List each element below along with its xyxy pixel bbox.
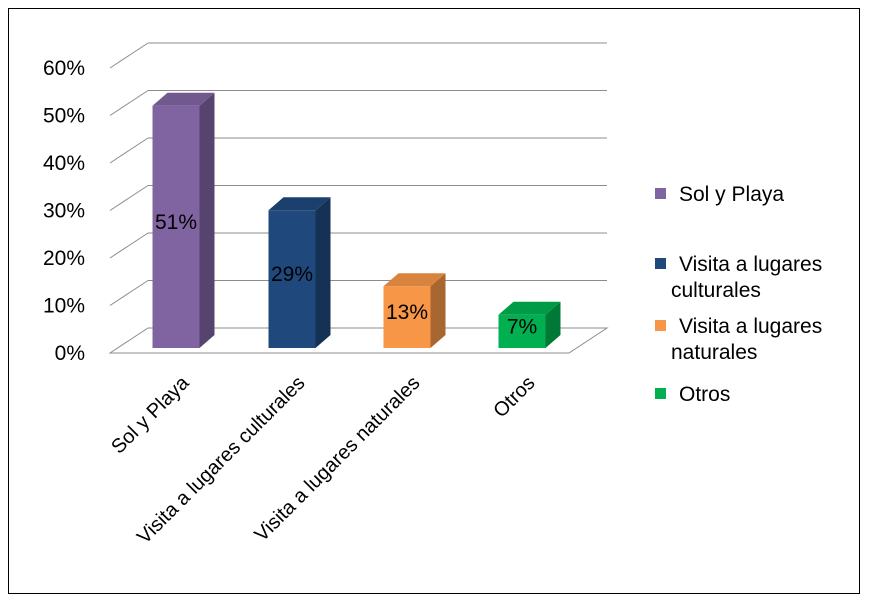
y-tick-label: 10% — [43, 295, 85, 318]
legend-swatch — [655, 188, 666, 199]
legend: Sol y Playa Visita a lugares culturales Vis… — [655, 183, 822, 406]
bar-top — [268, 197, 331, 211]
data-label: 51% — [155, 211, 197, 234]
bar-side — [430, 273, 446, 348]
bar-front — [383, 286, 431, 348]
data-labels: 51% 29% 13% 7% — [155, 211, 537, 339]
bar-front — [498, 314, 546, 348]
gridline-diagonal — [109, 90, 149, 116]
legend-swatch — [655, 258, 666, 269]
gridline-diagonal — [109, 42, 149, 69]
x-category-label: Otros — [489, 372, 539, 422]
bar-front — [268, 210, 316, 348]
chart-frame — [8, 8, 860, 594]
legend-label: Otros — [679, 383, 730, 406]
chart-floor — [108, 327, 609, 354]
gridline-diagonal — [109, 232, 149, 259]
bar-top — [383, 273, 446, 287]
y-tick-label: 0% — [55, 342, 85, 365]
y-tick-label: 40% — [43, 152, 85, 175]
legend-label: naturales — [671, 341, 757, 364]
data-label: 29% — [271, 263, 313, 286]
bar-front — [152, 105, 200, 348]
bar-side — [545, 301, 561, 348]
y-tick-label: 20% — [43, 247, 85, 270]
legend-label: Visita a lugares — [679, 253, 822, 276]
gridline-diagonal — [109, 280, 149, 306]
data-label: 7% — [507, 315, 537, 338]
bar-top — [152, 92, 215, 106]
gridline-diagonal — [109, 185, 149, 211]
legend-swatch — [655, 320, 666, 331]
bars — [152, 92, 561, 348]
legend-label: culturales — [671, 279, 761, 302]
gridline-diagonal — [109, 137, 149, 164]
y-axis-tick-labels: 0% 10% 20% 30% 40% 50% 60% — [43, 57, 85, 365]
y-tick-label: 30% — [43, 200, 85, 223]
bar-side — [199, 92, 215, 348]
gridlines — [108, 42, 609, 354]
legend-label: Visita a lugares — [679, 315, 822, 338]
bar-top — [498, 301, 561, 315]
y-tick-label: 60% — [43, 57, 85, 80]
legend-label: Sol y Playa — [679, 183, 784, 206]
bar-side — [315, 197, 331, 348]
y-tick-label: 50% — [43, 105, 85, 128]
legend-swatch — [655, 388, 666, 399]
x-category-label: Sol y Playa — [107, 371, 194, 458]
data-label: 13% — [386, 301, 428, 324]
